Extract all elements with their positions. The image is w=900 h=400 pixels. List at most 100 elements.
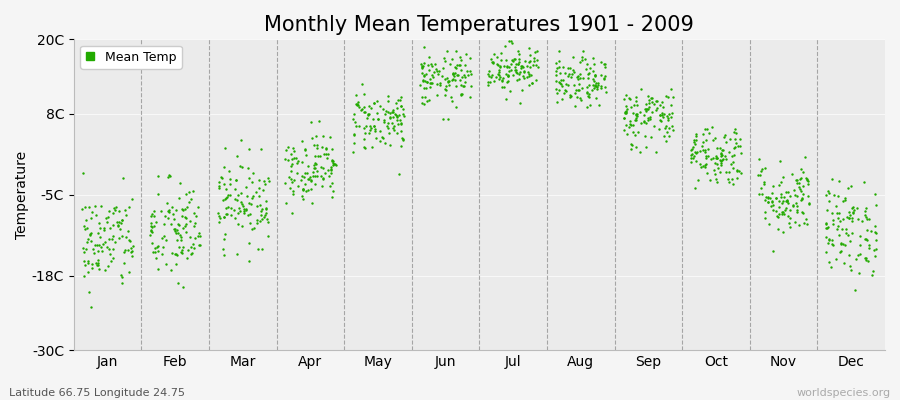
Point: [842, 185, 856, 191]
Point: [295, 196, 310, 202]
Point: [773, 158, 788, 164]
Point: [630, 112, 644, 119]
Point: [756, 180, 770, 187]
Point: [822, 235, 836, 242]
Point: [795, 195, 809, 202]
Point: [779, 198, 794, 205]
Point: [234, 163, 248, 170]
Point: [851, 216, 866, 222]
Point: [775, 200, 789, 206]
Point: [313, 173, 328, 180]
Point: [780, 198, 795, 204]
Point: [717, 153, 732, 159]
Point: [830, 210, 844, 216]
Point: [231, 221, 246, 227]
Point: [310, 168, 324, 174]
Point: [853, 242, 868, 248]
Point: [236, 203, 250, 210]
Point: [165, 204, 179, 210]
Point: [713, 144, 727, 151]
Point: [350, 101, 365, 107]
Point: [563, 65, 578, 71]
Point: [644, 109, 659, 116]
Point: [234, 190, 248, 196]
Point: [89, 260, 104, 266]
Point: [706, 155, 720, 162]
Point: [375, 135, 390, 142]
Point: [92, 242, 106, 248]
Point: [191, 204, 205, 210]
Point: [631, 129, 645, 135]
Point: [786, 203, 800, 209]
Point: [431, 71, 446, 77]
Point: [716, 147, 730, 154]
Point: [230, 251, 244, 258]
Point: [175, 250, 189, 256]
Point: [713, 157, 727, 163]
Point: [636, 118, 651, 124]
Point: [440, 74, 454, 81]
Point: [819, 234, 833, 240]
Point: [758, 197, 772, 203]
Point: [295, 185, 310, 192]
Point: [826, 221, 841, 228]
Point: [790, 207, 805, 214]
Point: [554, 81, 569, 88]
Point: [85, 208, 99, 215]
Point: [356, 136, 371, 142]
Point: [481, 82, 495, 88]
Point: [392, 112, 407, 118]
Point: [325, 193, 339, 200]
Point: [715, 152, 729, 158]
Point: [80, 236, 94, 242]
Point: [235, 201, 249, 207]
Point: [151, 191, 166, 197]
Point: [184, 218, 198, 224]
Point: [430, 92, 445, 98]
Point: [511, 71, 526, 78]
Point: [626, 129, 640, 135]
Point: [305, 169, 320, 175]
Point: [841, 232, 855, 238]
Point: [186, 244, 201, 251]
Point: [688, 136, 702, 143]
Point: [788, 219, 802, 225]
Point: [838, 241, 852, 248]
Point: [285, 144, 300, 151]
Point: [618, 108, 633, 115]
Point: [574, 97, 589, 104]
Point: [845, 217, 859, 224]
Point: [698, 153, 713, 160]
Point: [662, 132, 677, 139]
Point: [657, 133, 671, 139]
Point: [619, 92, 634, 98]
Point: [842, 238, 857, 244]
Point: [487, 78, 501, 84]
Point: [859, 254, 873, 261]
Point: [629, 144, 643, 151]
Point: [564, 74, 579, 80]
Point: [158, 220, 172, 227]
Point: [99, 215, 113, 221]
Point: [837, 260, 851, 266]
Point: [572, 70, 587, 77]
Point: [377, 139, 392, 146]
Point: [112, 219, 127, 226]
Point: [457, 62, 472, 68]
Point: [731, 142, 745, 149]
Point: [217, 181, 231, 187]
Point: [245, 226, 259, 233]
Point: [553, 64, 567, 70]
Point: [654, 118, 669, 124]
Point: [507, 56, 521, 62]
Point: [643, 97, 657, 103]
Point: [307, 165, 321, 172]
Point: [690, 149, 705, 155]
Point: [765, 206, 779, 213]
Point: [298, 180, 312, 187]
Point: [572, 81, 586, 88]
Point: [214, 174, 229, 180]
Point: [349, 101, 364, 108]
Point: [624, 122, 638, 128]
Point: [365, 116, 380, 122]
